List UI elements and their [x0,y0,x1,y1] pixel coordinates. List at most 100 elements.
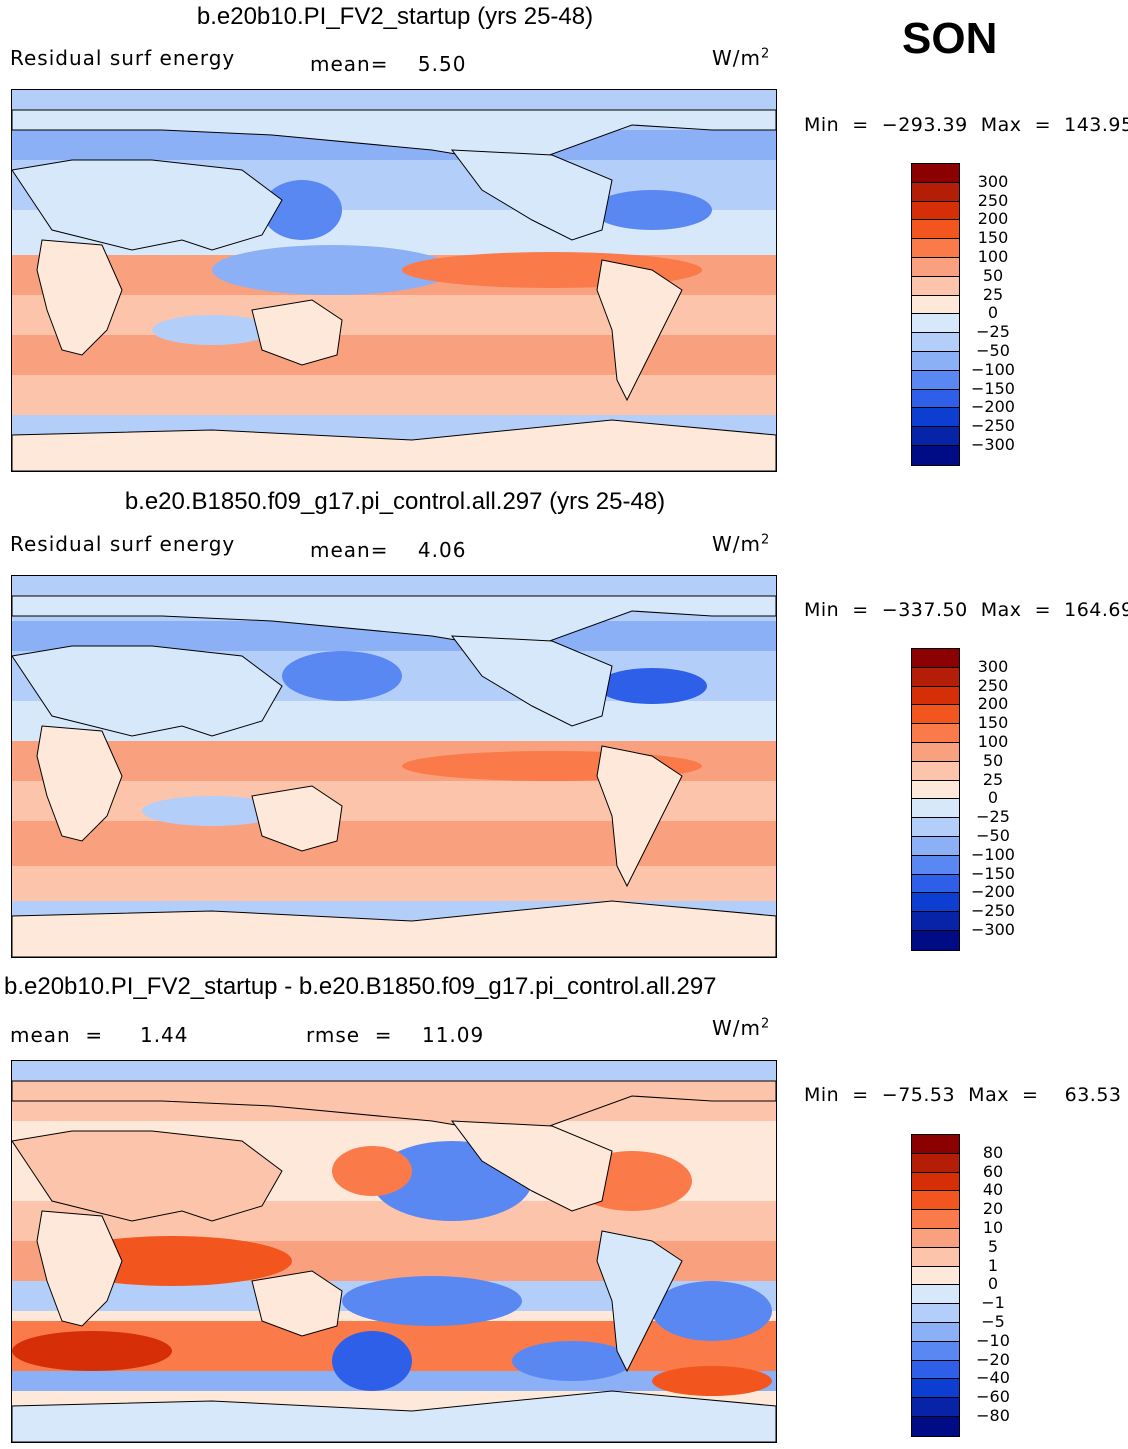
colorbar-swatch [912,1398,959,1417]
colorbar-tick-label: 200 [977,694,1009,714]
colorbar-swatch [912,780,959,800]
colorbar-tick-label: 150 [977,713,1009,733]
colorbar-swatch [912,1341,959,1361]
colorbar-swatch [912,276,959,296]
colorbar-swatch [912,1228,959,1248]
colorbar-swatch [912,1153,959,1173]
colorbar-tick-label: 250 [977,675,1009,695]
panel-2-units: W/m2 [712,532,771,556]
colorbar-swatch [912,1135,959,1154]
colorbar-tick-label: 150 [977,228,1009,248]
colorbar-tick-label: 20 [982,1199,1004,1219]
colorbar-tick-label: −60 [976,1387,1010,1407]
colorbar-tick-label: −250 [971,416,1015,436]
colorbar-swatch [912,893,959,913]
panel-3-units: W/m2 [712,1016,771,1040]
panel-1-map [11,89,777,472]
colorbar-tick-label: 60 [982,1161,1004,1181]
colorbar-tick-label: −50 [976,826,1010,845]
colorbar-swatch [912,427,959,446]
panel-3-mean-label: mean = 1.44 [10,1023,189,1047]
panel-1-variable-label: Residual surf energy [10,46,236,70]
colorbar-tick-label: 40 [982,1180,1004,1200]
colorbar-swatch [912,1172,959,1192]
colorbar-swatch [912,649,959,668]
colorbar-tick-label: 50 [982,265,1004,285]
colorbar-swatch [912,1266,959,1286]
colorbar-swatch [912,408,959,428]
colorbar-swatch [912,314,959,334]
colorbar-tick-label: −80 [976,1406,1010,1425]
colorbar-tick-label: −250 [971,901,1015,921]
panel-2-map [11,575,777,958]
colorbar-swatch [912,1416,959,1436]
colorbar-tick-label: 50 [982,750,1004,770]
colorbar-swatches [911,648,960,951]
panel-2-title: b.e20.B1850.f09_g17.pi_control.all.297 (… [124,488,666,515]
colorbar-tick-label: 300 [977,656,1009,676]
colorbar-swatch [912,912,959,931]
colorbar-tick-label: −200 [971,882,1015,902]
colorbar-swatches [911,163,960,466]
colorbar-swatch [912,445,959,465]
colorbar-swatch [912,1191,959,1211]
colorbar-tick-label: 25 [982,769,1004,789]
colorbar-swatch [912,705,959,725]
colorbar-tick-label: 0 [987,788,999,808]
colorbar-swatch [912,220,959,240]
colorbar-swatch [912,1247,959,1267]
colorbar-swatch [912,164,959,183]
colorbar-swatch [912,761,959,781]
colorbar-swatch [912,1379,959,1399]
panel-1-mean-label: mean= 5.50 [310,52,467,76]
panel-1-title: b.e20b10.PI_FV2_startup (yrs 25-48) [196,3,594,30]
colorbar-swatch [912,295,959,315]
colorbar-tick-label: 10 [982,1218,1004,1237]
colorbar-tick-label: 100 [977,732,1009,751]
panel-3-title: b.e20b10.PI_FV2_startup - b.e20.B1850.f0… [4,973,717,1000]
colorbar-tick-label: −300 [971,435,1015,454]
colorbar-swatch [912,818,959,837]
colorbar-swatch [912,201,959,221]
colorbar-swatch [912,370,959,390]
colorbar-tick-label: −100 [971,844,1015,864]
colorbar-swatch [912,182,959,202]
colorbar-tick-label: −25 [976,807,1010,827]
colorbar-tick-label: 5 [987,1236,999,1256]
colorbar-tick-label: −50 [976,341,1010,360]
panel-1-min-max: Min = −293.39 Max = 143.95 [804,114,1128,136]
colorbar-swatch [912,1304,959,1323]
colorbar-tick-label: −100 [971,359,1015,379]
panel-2-mean-label: mean= 4.06 [310,538,467,562]
colorbar-tick-label: 0 [987,303,999,323]
panel-3-map [11,1060,777,1443]
colorbar-tick-label: −25 [976,322,1010,342]
panel-3-min-max: Min = −75.53 Max = 63.53 [804,1084,1122,1106]
colorbar-tick-label: 1 [987,1255,999,1275]
colorbar-tick-label: −200 [971,397,1015,417]
colorbar-swatch [912,799,959,819]
panel-1-units: W/m2 [712,46,771,70]
colorbar-swatch [912,724,959,743]
colorbar-swatch [912,1322,959,1342]
panel-3-rmse-label: rmse = 11.09 [306,1023,485,1047]
colorbar-tick-label: −150 [971,378,1015,398]
panel-2-min-max: Min = −337.50 Max = 164.69 [804,599,1128,621]
colorbar-swatch [912,257,959,277]
colorbar-tick-label: 300 [977,171,1009,191]
colorbar-tick-label: 100 [977,247,1009,266]
colorbar-tick-label: 200 [977,209,1009,229]
colorbar-swatch [912,351,959,371]
colorbar-swatch [912,855,959,875]
panel-2-variable-label: Residual surf energy [10,532,236,556]
colorbar-swatch [912,667,959,687]
colorbar-swatch [912,686,959,706]
colorbar-tick-label: −5 [981,1312,1005,1331]
colorbar-tick-label: −300 [971,920,1015,939]
colorbar-swatches [911,1134,960,1437]
colorbar-swatch [912,836,959,856]
colorbar-tick-label: −20 [976,1349,1010,1369]
colorbar-swatch [912,1210,959,1229]
colorbar-tick-label: 0 [987,1274,999,1294]
colorbar-tick-label: −1 [981,1293,1005,1313]
